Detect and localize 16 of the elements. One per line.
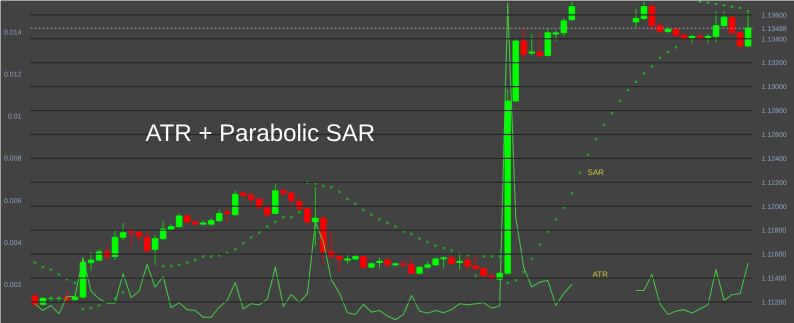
candlestick <box>312 186 319 246</box>
candlestick <box>528 33 536 56</box>
candlestick <box>232 190 239 216</box>
candlestick <box>360 256 367 269</box>
candlestick <box>376 257 383 269</box>
candlestick <box>536 32 544 58</box>
text: ATR + Parabolic SAR <box>146 120 376 147</box>
candlestick <box>272 183 279 216</box>
annotation: SAR <box>588 168 604 177</box>
candlestick <box>144 230 150 255</box>
candlestick <box>568 1 576 22</box>
candlestick <box>520 26 528 61</box>
candlestick <box>104 245 110 261</box>
annotation: ATR <box>592 270 608 279</box>
candlestick <box>224 208 231 224</box>
candlestick <box>696 31 704 43</box>
